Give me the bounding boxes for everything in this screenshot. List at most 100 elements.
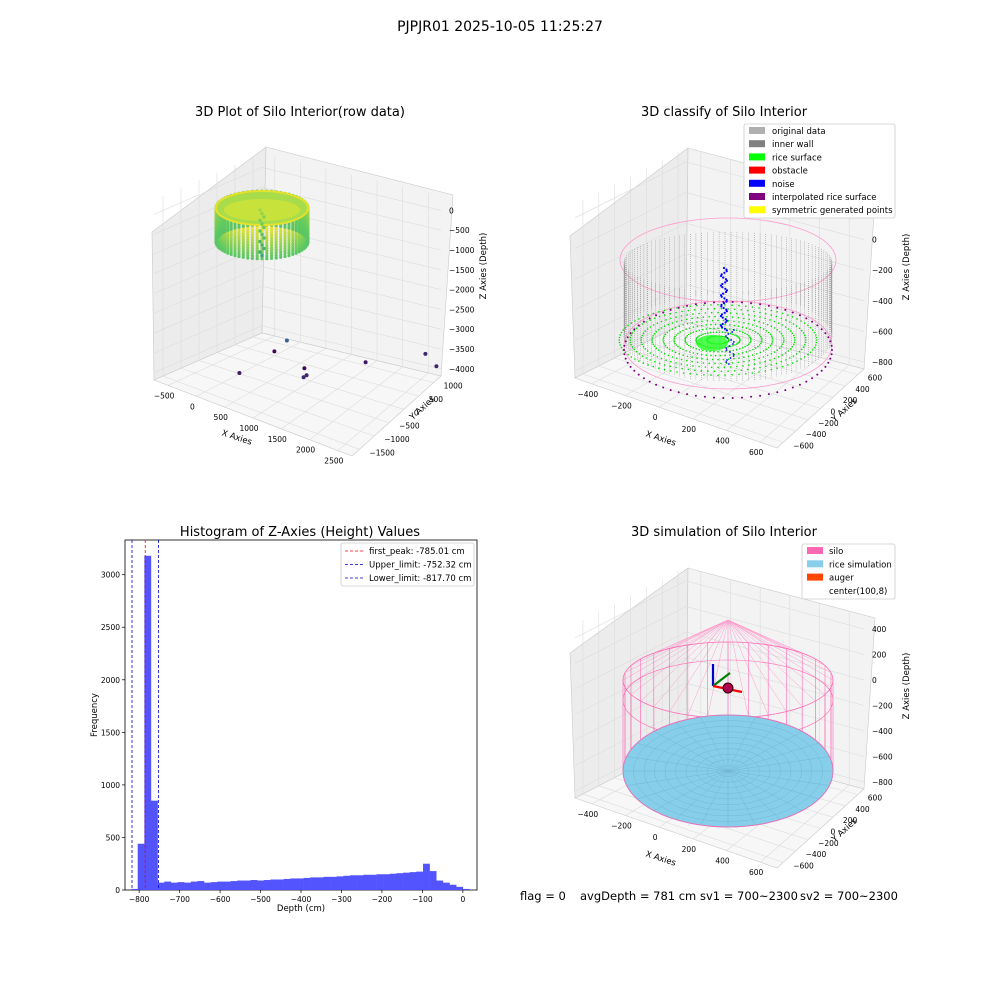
rice-point — [717, 358, 719, 361]
z-tick-label: −200 — [872, 701, 893, 710]
noise-point — [726, 359, 728, 361]
ring-point — [291, 234, 295, 238]
histogram-bar — [389, 873, 397, 890]
rice-mesh-spoke — [637, 770, 729, 800]
rice-point — [777, 356, 780, 358]
y-tick-label: −200 — [818, 419, 839, 428]
interp-point — [791, 311, 794, 314]
rice-point — [627, 324, 629, 327]
rice-point — [642, 362, 645, 364]
ring-point — [223, 227, 227, 231]
y-tick-label: 2500 — [101, 623, 120, 632]
rice-mesh-spoke — [653, 770, 729, 811]
ring-point — [287, 230, 291, 234]
interp-point — [642, 320, 645, 323]
ring-point — [274, 235, 278, 239]
rice-point — [674, 326, 677, 329]
classify-legend: original data inner wall rice surface obsta… — [743, 123, 896, 219]
rice-point — [698, 348, 701, 351]
rice-point — [753, 363, 756, 365]
classify-z-ticks: 2000−200−400−600−800 — [872, 205, 893, 367]
rice-point — [676, 371, 678, 373]
rice-point — [653, 360, 656, 363]
rice-point — [717, 366, 719, 369]
column-point — [262, 215, 266, 219]
rice-point — [764, 312, 767, 315]
ring-point — [279, 224, 283, 228]
rice-point — [813, 331, 816, 334]
raw-floor-pane — [153, 332, 442, 457]
interp-point — [827, 336, 830, 339]
rice-point — [679, 347, 682, 349]
histogram-bar — [462, 888, 470, 890]
noise-point — [726, 337, 729, 339]
classify-y-ticks: −600 −400 −200 0 200 400 600 — [793, 374, 882, 451]
ring-point — [223, 230, 227, 234]
noise-point — [725, 289, 729, 292]
histogram-axes-frame — [124, 539, 478, 891]
interp-point — [629, 365, 632, 368]
rice-point — [753, 367, 755, 370]
ring-point — [229, 225, 233, 229]
histogram-bar — [376, 874, 384, 890]
ring-point — [255, 236, 259, 240]
rice-point — [630, 344, 632, 346]
rice-point — [791, 316, 794, 318]
raw-z-ticks: 0 −500 −1000 −1500 −2000 −2500 −3000 −3500 −4000 — [449, 206, 475, 373]
rice-mesh-spoke — [727, 722, 781, 772]
rice-point — [667, 323, 670, 326]
y-tick-label: −1500 — [369, 448, 395, 457]
ring-point — [274, 251, 278, 255]
ring-point — [246, 253, 250, 257]
ring-point — [237, 239, 241, 243]
rice-point — [815, 344, 817, 346]
ring-point — [229, 242, 233, 246]
rice-point — [778, 347, 781, 350]
ring-point — [250, 233, 254, 237]
column-point — [260, 211, 264, 216]
x-tick-label: −200 — [611, 402, 632, 411]
rice-point — [792, 355, 795, 357]
legend-label: symmetric generated points — [772, 206, 893, 216]
rice-point — [675, 362, 677, 364]
histogram-x-ticks: −800 −700 −600 −500 −400 −300 −200 −100 0 — [129, 890, 465, 904]
rice-point — [732, 333, 734, 336]
rice-point — [675, 366, 677, 369]
rice-point — [686, 318, 688, 321]
footer-flag: flag = 0 — [520, 889, 566, 903]
rice-point — [710, 374, 712, 376]
rice-point — [775, 315, 778, 318]
rice-point — [739, 348, 741, 350]
rice-point — [751, 306, 754, 308]
rice-point — [793, 336, 796, 339]
auger-axis-y — [712, 672, 731, 687]
ring-point — [283, 252, 287, 256]
ring-point — [302, 247, 306, 251]
histogram-bar — [323, 876, 331, 890]
histogram-bar — [363, 874, 371, 890]
interp-point — [830, 353, 833, 356]
ring-point — [265, 225, 269, 230]
ring-point — [233, 248, 237, 252]
legend-swatch — [749, 153, 765, 161]
rice-point — [720, 370, 723, 373]
ring-point — [241, 237, 245, 241]
rice-point — [748, 335, 750, 337]
rice-point — [700, 369, 703, 372]
grid-line — [574, 682, 865, 741]
rice-point — [789, 348, 792, 350]
rice-point — [789, 321, 791, 323]
rice-point — [686, 355, 689, 358]
x-tick-label: 0 — [653, 833, 658, 842]
ring-point — [229, 222, 233, 226]
rice-point — [816, 339, 818, 341]
rice-point — [769, 359, 771, 361]
ring-point — [283, 247, 287, 251]
silo-roof-wire — [707, 619, 729, 643]
rice-point — [669, 312, 672, 315]
ring-point — [223, 242, 227, 246]
rice-point — [754, 347, 757, 349]
rice-point — [712, 331, 715, 334]
z-tick-label: 200 — [872, 650, 887, 659]
rice-point — [686, 364, 688, 366]
